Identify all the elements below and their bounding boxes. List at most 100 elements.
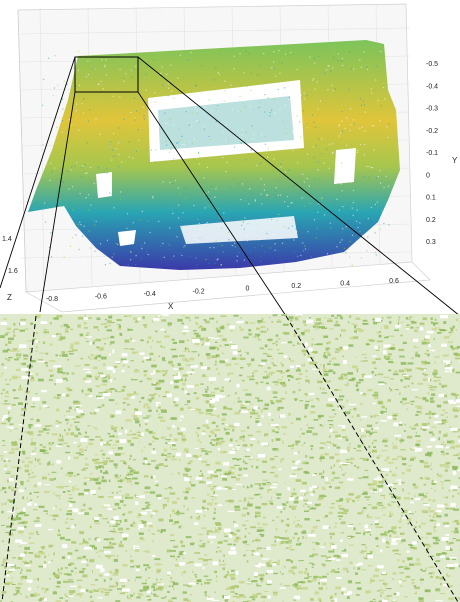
- inset-point: [441, 441, 445, 443]
- inset-point: [203, 559, 208, 562]
- inset-point: [281, 376, 283, 379]
- inset-point: [394, 329, 399, 332]
- inset-point: [399, 392, 401, 395]
- inset-gap: [360, 427, 365, 432]
- cloud-point: [238, 252, 240, 254]
- inset-point: [191, 369, 194, 371]
- inset-point: [441, 453, 444, 455]
- inset-point: [109, 530, 116, 532]
- inset-point: [381, 405, 385, 409]
- inset-point: [245, 400, 248, 404]
- inset-point: [298, 382, 301, 384]
- inset-point: [392, 373, 399, 376]
- inset-point: [33, 520, 40, 522]
- inset-point: [159, 586, 164, 589]
- inset-point: [374, 374, 377, 376]
- inset-point: [378, 334, 382, 338]
- inset-gap: [163, 314, 169, 316]
- cloud-point: [217, 72, 219, 74]
- inset-point: [334, 317, 338, 319]
- inset-point: [45, 352, 49, 355]
- inset-point: [392, 442, 394, 444]
- inset-point: [189, 460, 193, 463]
- inset-point: [70, 570, 74, 573]
- inset-point: [120, 520, 122, 523]
- inset-point: [393, 593, 398, 595]
- inset-point: [130, 378, 133, 381]
- inset-point: [143, 403, 149, 406]
- cloud-point: [69, 66, 71, 68]
- inset-point: [104, 318, 108, 321]
- cloud-point: [182, 212, 184, 214]
- cloud-point: [168, 76, 170, 78]
- inset-point: [228, 424, 232, 428]
- inset-point: [187, 585, 192, 588]
- inset-point: [59, 438, 64, 442]
- inset-point: [249, 378, 255, 381]
- inset-point: [75, 488, 80, 490]
- inset-point: [242, 507, 248, 510]
- cloud-point: [292, 149, 294, 152]
- inset-point: [257, 337, 260, 339]
- inset-point: [13, 428, 18, 430]
- cloud-point: [233, 55, 235, 57]
- inset-point: [426, 547, 429, 550]
- cloud-point: [376, 201, 378, 203]
- inset-point: [30, 360, 33, 362]
- inset-point: [184, 379, 187, 382]
- cloud-point: [153, 59, 155, 61]
- inset-gap: [276, 506, 283, 509]
- inset-gap: [115, 410, 122, 414]
- inset-point: [155, 387, 162, 390]
- inset-point: [32, 475, 37, 478]
- inset-point: [69, 593, 73, 595]
- inset-gap: [4, 367, 7, 369]
- inset-point: [395, 437, 398, 441]
- cloud-point: [321, 138, 323, 140]
- inset-point: [205, 464, 210, 466]
- inset-point: [125, 493, 130, 497]
- cloud-point: [371, 260, 373, 262]
- inset-point: [143, 586, 149, 590]
- inset-point: [216, 575, 218, 578]
- inset-point: [115, 440, 120, 443]
- cloud-point: [361, 126, 363, 128]
- inset-point: [336, 320, 338, 324]
- inset-point: [301, 444, 304, 446]
- inset-point: [177, 512, 182, 515]
- inset-point: [2, 540, 4, 542]
- inset-point: [309, 555, 314, 558]
- inset-point: [369, 339, 375, 342]
- inset-gap: [327, 398, 335, 402]
- inset-gap: [300, 489, 306, 493]
- inset-point: [160, 409, 166, 411]
- inset-point: [292, 536, 295, 539]
- inset-point: [452, 407, 458, 411]
- inset-point: [240, 357, 246, 360]
- inset-point: [242, 594, 244, 597]
- inset-point: [346, 399, 349, 402]
- inset-point: [181, 574, 183, 576]
- inset-point: [138, 441, 140, 444]
- inset-point: [59, 336, 66, 339]
- inset-point: [61, 372, 66, 374]
- inset-point: [62, 377, 68, 380]
- cloud-point: [198, 152, 200, 154]
- inset-point: [50, 322, 52, 325]
- inset-point: [399, 572, 404, 574]
- inset-point: [362, 458, 368, 461]
- inset-point: [255, 506, 261, 509]
- inset-point: [152, 539, 154, 543]
- inset-point: [354, 465, 356, 467]
- inset-point: [48, 447, 51, 451]
- inset-point: [233, 402, 235, 404]
- inset-point: [409, 547, 415, 549]
- inset-point: [19, 466, 21, 470]
- inset-point: [36, 593, 40, 596]
- inset-point: [206, 356, 211, 360]
- inset-point: [10, 474, 15, 477]
- inset-point: [406, 408, 408, 410]
- inset-point: [98, 487, 101, 490]
- inset-point: [153, 392, 157, 396]
- inset-point: [229, 573, 235, 577]
